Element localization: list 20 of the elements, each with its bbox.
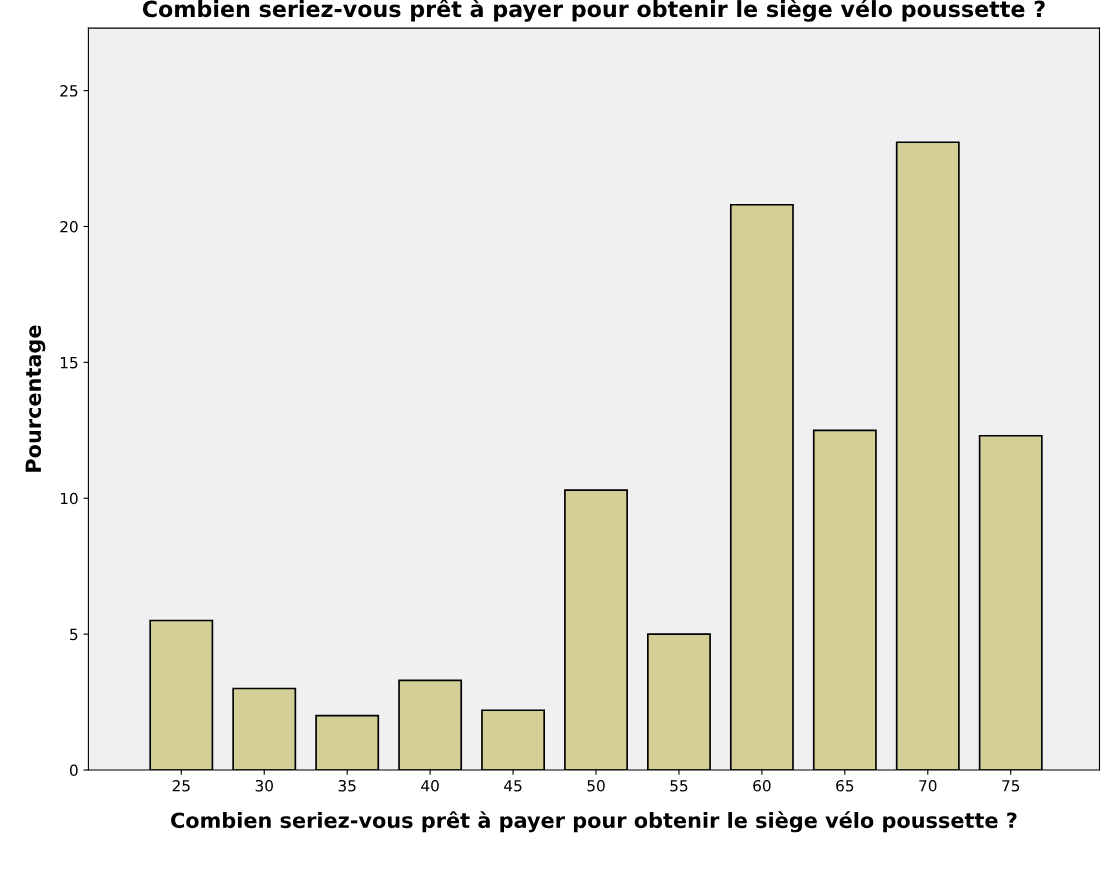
x-tick-label: 50 — [587, 780, 605, 792]
x-tick-label: 35 — [338, 780, 356, 792]
x-tick-label: 55 — [670, 780, 688, 792]
y-tick-label: 20 — [60, 220, 78, 233]
y-tick-label: 10 — [60, 492, 78, 505]
y-axis-title: Pourcentage — [25, 325, 46, 472]
x-tick-label: 70 — [919, 780, 937, 792]
chart-title: Combien seriez-vous prêt à payer pour obtenir le siège vélo poussette ? — [142, 0, 1045, 22]
x-tick-label: 45 — [504, 780, 522, 792]
x-tick-label: 25 — [172, 780, 190, 792]
y-tick-label: 15 — [60, 357, 78, 369]
x-tick-label: 30 — [255, 780, 273, 792]
y-tick-label: 0 — [69, 764, 78, 777]
x-tick-label: 65 — [836, 780, 854, 792]
y-tick-label: 25 — [60, 85, 78, 97]
x-tick-label: 75 — [1002, 780, 1020, 792]
x-axis-title: Combien seriez-vous prêt à payer pour obtenir le siège vélo poussette ? — [171, 811, 1017, 833]
x-tick-label: 60 — [753, 780, 771, 792]
x-tick-label: 40 — [421, 780, 439, 792]
y-tick-label: 5 — [70, 628, 78, 641]
